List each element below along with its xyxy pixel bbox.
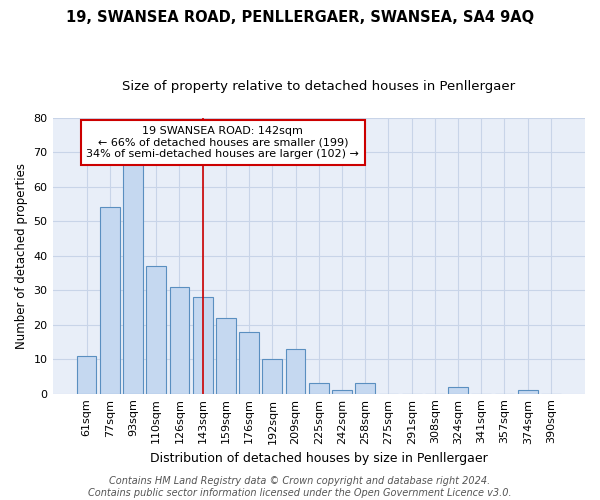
Bar [309, 384, 329, 394]
Text: 19 SWANSEA ROAD: 142sqm
← 66% of detached houses are smaller (199)
34% of semi-d: 19 SWANSEA ROAD: 142sqm ← 66% of detache… [86, 126, 359, 160]
Bar [216, 318, 236, 394]
Y-axis label: Number of detached properties: Number of detached properties [15, 162, 28, 348]
Bar [239, 332, 259, 394]
Text: Contains HM Land Registry data © Crown copyright and database right 2024.
Contai: Contains HM Land Registry data © Crown c… [88, 476, 512, 498]
Bar [77, 356, 97, 394]
Bar [123, 159, 143, 394]
Bar [170, 287, 190, 394]
Bar [286, 349, 305, 394]
Text: 19, SWANSEA ROAD, PENLLERGAER, SWANSEA, SA4 9AQ: 19, SWANSEA ROAD, PENLLERGAER, SWANSEA, … [66, 10, 534, 25]
Bar [448, 387, 468, 394]
Bar [332, 390, 352, 394]
Title: Size of property relative to detached houses in Penllergaer: Size of property relative to detached ho… [122, 80, 515, 93]
Bar [518, 390, 538, 394]
Bar [355, 384, 375, 394]
Bar [193, 297, 212, 394]
Bar [100, 208, 119, 394]
Bar [146, 266, 166, 394]
Bar [262, 359, 282, 394]
X-axis label: Distribution of detached houses by size in Penllergaer: Distribution of detached houses by size … [150, 452, 488, 465]
